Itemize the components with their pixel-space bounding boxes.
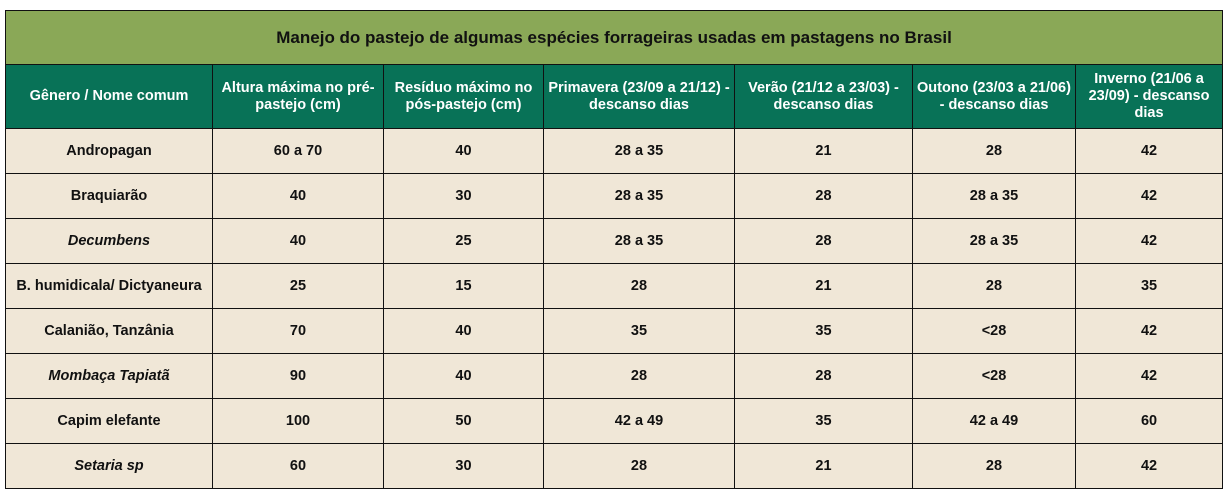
max-height-cell: 60 bbox=[212, 443, 384, 489]
winter-rest-cell: 42 bbox=[1074, 353, 1224, 399]
max-residue-cell: 50 bbox=[383, 398, 544, 444]
species-name: Braquiarão bbox=[5, 173, 213, 219]
summer-rest-cell: 28 bbox=[734, 218, 913, 264]
species-name: Mombaça Tapiatã bbox=[5, 353, 213, 399]
header-summer: Verão (21/12 a 23/03) - descanso dias bbox=[734, 64, 913, 129]
spring-rest-cell: 28 a 35 bbox=[543, 128, 735, 174]
summer-rest-cell: 21 bbox=[734, 443, 913, 489]
max-height-cell: 40 bbox=[212, 218, 384, 264]
autumn-rest-cell: 42 a 49 bbox=[912, 398, 1076, 444]
max-height-cell: 40 bbox=[212, 173, 384, 219]
summer-rest-cell: 35 bbox=[734, 398, 913, 444]
max-height-cell: 60 a 70 bbox=[212, 128, 384, 174]
winter-rest-cell: 35 bbox=[1074, 263, 1224, 309]
header-row: Gênero / Nome comum Altura máxima no pré… bbox=[5, 64, 1224, 129]
spring-rest-cell: 35 bbox=[543, 308, 735, 354]
autumn-rest-cell: 28 bbox=[912, 128, 1076, 174]
summer-rest-cell: 21 bbox=[734, 263, 913, 309]
forage-management-table: Manejo do pastejo de algumas espécies fo… bbox=[4, 10, 1224, 489]
spring-rest-cell: 28 bbox=[543, 353, 735, 399]
max-height-cell: 25 bbox=[212, 263, 384, 309]
table-row: Decumbens 40 25 28 a 35 28 28 a 35 42 bbox=[5, 218, 1224, 264]
max-residue-cell: 15 bbox=[383, 263, 544, 309]
header-max-height: Altura máxima no pré-pastejo (cm) bbox=[212, 64, 384, 129]
spring-rest-cell: 28 a 35 bbox=[543, 173, 735, 219]
max-height-cell: 90 bbox=[212, 353, 384, 399]
summer-rest-cell: 21 bbox=[734, 128, 913, 174]
autumn-rest-cell: 28 bbox=[912, 263, 1076, 309]
table-row: Andropagan 60 a 70 40 28 a 35 21 28 42 bbox=[5, 128, 1224, 174]
max-residue-cell: 40 bbox=[383, 353, 544, 399]
max-residue-cell: 40 bbox=[383, 308, 544, 354]
species-name: Andropagan bbox=[5, 128, 213, 174]
header-spring: Primavera (23/09 a 21/12) - descanso dia… bbox=[543, 64, 735, 129]
autumn-rest-cell: <28 bbox=[912, 353, 1076, 399]
winter-rest-cell: 42 bbox=[1074, 308, 1224, 354]
species-name: Calanião, Tanzânia bbox=[5, 308, 213, 354]
title-row: Manejo do pastejo de algumas espécies fo… bbox=[4, 10, 1224, 65]
table-row: Capim elefante 100 50 42 a 49 35 42 a 49 60 bbox=[5, 398, 1224, 444]
header-genus: Gênero / Nome comum bbox=[5, 64, 213, 129]
header-max-residue: Resíduo máximo no pós-pastejo (cm) bbox=[383, 64, 544, 129]
winter-rest-cell: 42 bbox=[1074, 218, 1224, 264]
spring-rest-cell: 42 a 49 bbox=[543, 398, 735, 444]
spring-rest-cell: 28 a 35 bbox=[543, 218, 735, 264]
species-name: B. humidicala/ Dictyaneura bbox=[5, 263, 213, 309]
table-title: Manejo do pastejo de algumas espécies fo… bbox=[4, 10, 1224, 65]
max-residue-cell: 30 bbox=[383, 173, 544, 219]
species-name: Setaria sp bbox=[5, 443, 213, 489]
winter-rest-cell: 60 bbox=[1074, 398, 1224, 444]
max-height-cell: 100 bbox=[212, 398, 384, 444]
spring-rest-cell: 28 bbox=[543, 263, 735, 309]
header-autumn: Outono (23/03 a 21/06) - descanso dias bbox=[912, 64, 1076, 129]
max-residue-cell: 25 bbox=[383, 218, 544, 264]
spring-rest-cell: 28 bbox=[543, 443, 735, 489]
winter-rest-cell: 42 bbox=[1074, 443, 1224, 489]
table-row: Calanião, Tanzânia 70 40 35 35 <28 42 bbox=[5, 308, 1224, 354]
table-row: Mombaça Tapiatã 90 40 28 28 <28 42 bbox=[5, 353, 1224, 399]
table-row: Setaria sp 60 30 28 21 28 42 bbox=[5, 443, 1224, 489]
max-height-cell: 70 bbox=[212, 308, 384, 354]
summer-rest-cell: 35 bbox=[734, 308, 913, 354]
header-winter: Inverno (21/06 a 23/09) - descanso dias bbox=[1074, 64, 1224, 129]
winter-rest-cell: 42 bbox=[1074, 173, 1224, 219]
autumn-rest-cell: 28 a 35 bbox=[912, 218, 1076, 264]
table-row: B. humidicala/ Dictyaneura 25 15 28 21 28 35 bbox=[5, 263, 1224, 309]
summer-rest-cell: 28 bbox=[734, 353, 913, 399]
max-residue-cell: 40 bbox=[383, 128, 544, 174]
table-row: Braquiarão 40 30 28 a 35 28 28 a 35 42 bbox=[5, 173, 1224, 219]
max-residue-cell: 30 bbox=[383, 443, 544, 489]
species-name: Capim elefante bbox=[5, 398, 213, 444]
autumn-rest-cell: <28 bbox=[912, 308, 1076, 354]
autumn-rest-cell: 28 a 35 bbox=[912, 173, 1076, 219]
winter-rest-cell: 42 bbox=[1074, 128, 1224, 174]
autumn-rest-cell: 28 bbox=[912, 443, 1076, 489]
species-name: Decumbens bbox=[5, 218, 213, 264]
summer-rest-cell: 28 bbox=[734, 173, 913, 219]
